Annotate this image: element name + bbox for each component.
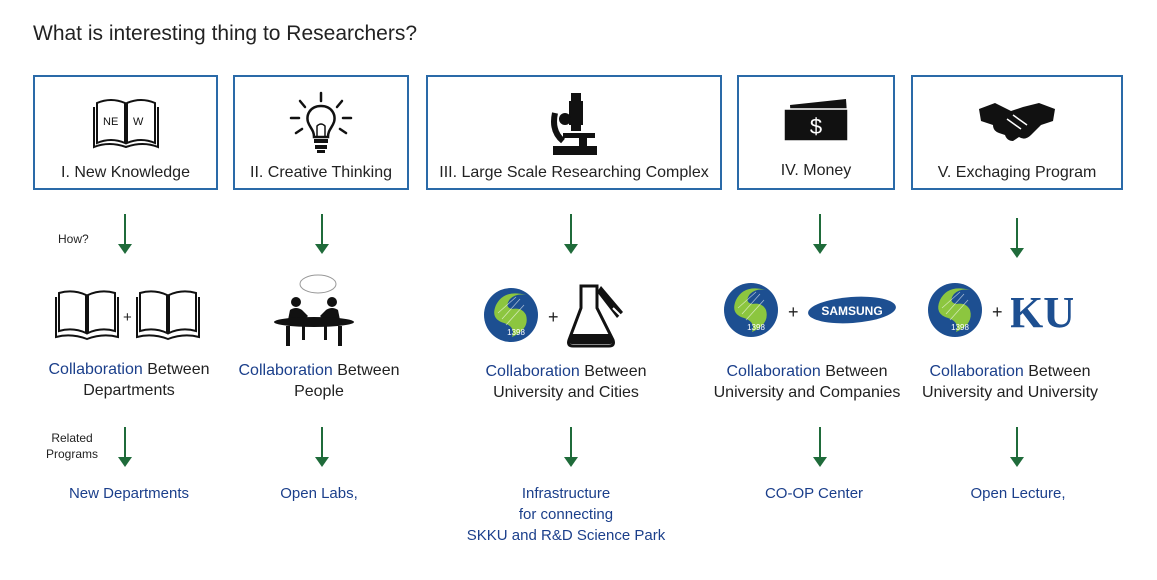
program-coop-center: CO-OP Center <box>764 485 864 502</box>
open-book-icon <box>135 287 200 348</box>
label-exchange-program: V. Exchaging Program <box>937 164 1097 181</box>
box-research-complex: III. Large Scale Researching Complex <box>426 75 722 190</box>
collab-departments: Collaboration Between Departments <box>48 361 210 399</box>
skku-plus-flask: 1398 + <box>482 282 627 353</box>
program-open-lecture: Open Lecture, <box>970 485 1066 502</box>
ku-logo: KU <box>1009 285 1075 340</box>
handshake-icon <box>913 99 1121 143</box>
program-infrastructure: Infrastructure for connecting SKKU and R… <box>466 485 666 544</box>
arrow-down <box>1010 218 1024 258</box>
open-book-icon <box>55 287 119 348</box>
label-creative-thinking: II. Creative Thinking <box>250 164 392 181</box>
svg-text:W: W <box>133 116 144 128</box>
label-money: IV. Money <box>780 162 852 179</box>
arrow-down <box>1010 427 1024 467</box>
arrow-down <box>813 214 827 254</box>
money-icon: $ <box>739 91 893 141</box>
arrow-down <box>564 427 578 467</box>
collab-people: Collaboration Between People <box>238 362 400 400</box>
skku-plus-ku: 1398 + KU <box>926 280 1075 345</box>
new-book-icon: NE W <box>35 91 216 151</box>
how-label: How? <box>58 232 89 246</box>
arrow-down <box>315 214 329 254</box>
plus-sign: + <box>548 307 559 327</box>
samsung-logo: SAMSUNG <box>807 295 897 330</box>
related-programs-label: Related Programs <box>46 431 99 461</box>
plus-sign: + <box>123 309 132 326</box>
collab-companies: Collaboration Between University and Com… <box>713 363 901 401</box>
program-new-departments: New Departments <box>68 485 190 502</box>
svg-text:1398: 1398 <box>507 328 525 337</box>
flask-icon <box>566 282 627 353</box>
svg-text:1398: 1398 <box>747 323 765 332</box>
arrow-down <box>315 427 329 467</box>
box-exchange-program: V. Exchaging Program <box>911 75 1123 190</box>
svg-text:$: $ <box>810 114 822 139</box>
program-open-labs: Open Labs, <box>280 485 358 502</box>
svg-text:NE: NE <box>103 116 118 128</box>
plus-sign: + <box>788 302 799 322</box>
collab-cities: Collaboration Between University and Cit… <box>485 363 647 401</box>
svg-text:KU: KU <box>1011 288 1073 335</box>
box-creative-thinking: II. Creative Thinking <box>233 75 409 190</box>
skku-logo-icon: 1398 <box>722 280 780 345</box>
skku-logo-icon: 1398 <box>926 280 984 345</box>
arrow-down <box>118 214 132 254</box>
books-pair: + <box>55 287 200 348</box>
lightbulb-icon <box>235 91 407 155</box>
svg-text:SAMSUNG: SAMSUNG <box>821 304 882 318</box>
page-title: What is interesting thing to Researchers… <box>33 22 418 45</box>
microscope-icon <box>428 91 720 157</box>
people-meeting-icon <box>272 274 358 350</box>
skku-plus-samsung: 1398 + SAMSUNG <box>722 280 897 345</box>
box-new-knowledge: NE W I. New Knowledge <box>33 75 218 190</box>
skku-logo-icon: 1398 <box>482 285 540 350</box>
box-money: $ IV. Money <box>737 75 895 190</box>
arrow-down <box>813 427 827 467</box>
arrow-down <box>118 427 132 467</box>
arrow-down <box>564 214 578 254</box>
label-new-knowledge: I. New Knowledge <box>61 164 190 181</box>
plus-sign: + <box>992 302 1003 322</box>
svg-text:1398: 1398 <box>951 323 969 332</box>
collab-university: Collaboration Between University and Uni… <box>921 363 1099 401</box>
label-research-complex: III. Large Scale Researching Complex <box>439 164 709 181</box>
